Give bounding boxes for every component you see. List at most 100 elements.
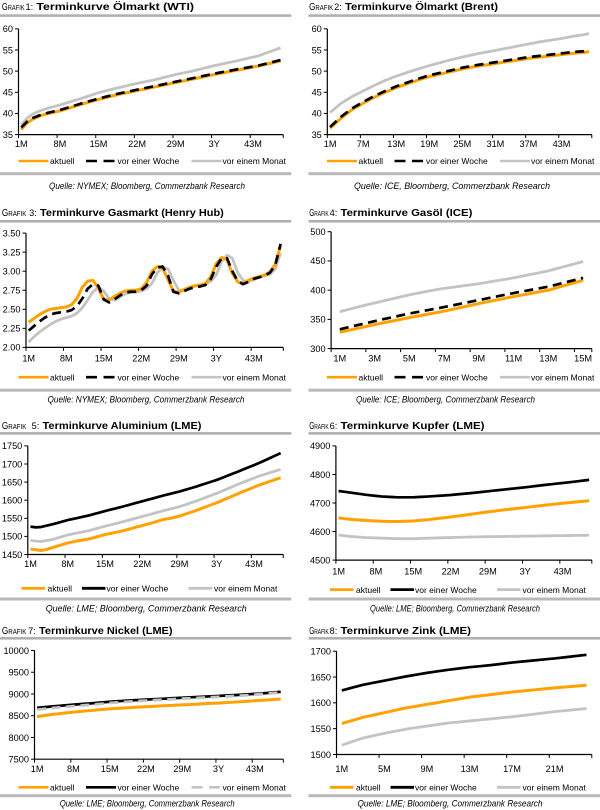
svg-text:Terminkurve Gasmarkt (Henry Hu: Terminkurve Gasmarkt (Henry Hub) (40, 208, 224, 219)
svg-text:37M: 37M (519, 139, 537, 149)
svg-text:6:: 6: (330, 421, 338, 431)
svg-text:Quelle: NYMEX; Bloomberg, Comm: Quelle: NYMEX; Bloomberg, Commerzbank Re… (49, 181, 245, 191)
svg-text:9500: 9500 (9, 668, 29, 678)
svg-text:1600: 1600 (311, 698, 331, 708)
svg-text:3.50: 3.50 (3, 228, 21, 238)
svg-text:Quelle: ICE; Bloomberg, Commer: Quelle: ICE; Bloomberg, Commerzbank Rese… (356, 395, 535, 405)
svg-text:1750: 1750 (2, 441, 22, 451)
svg-text:13M: 13M (539, 354, 557, 364)
svg-text:19M: 19M (420, 139, 438, 149)
svg-text:1M: 1M (324, 139, 337, 149)
svg-text:GRAFIK: GRAFIK (309, 626, 329, 637)
svg-text:43M: 43M (554, 566, 572, 576)
svg-text:1550: 1550 (2, 514, 22, 524)
svg-text:Quelle: NYMEX; Bloomberg, Comm: Quelle: NYMEX; Bloomberg, Commerzbank Re… (48, 395, 245, 405)
svg-text:29M: 29M (170, 354, 188, 364)
svg-text:2.25: 2.25 (3, 324, 21, 334)
svg-text:vor einem Monat: vor einem Monat (223, 783, 287, 793)
svg-text:50: 50 (3, 66, 13, 76)
svg-text:3M: 3M (368, 354, 381, 364)
svg-text:50: 50 (312, 66, 322, 76)
svg-text:3:: 3: (29, 208, 37, 218)
svg-text:43M: 43M (244, 139, 262, 149)
svg-text:4900: 4900 (310, 441, 330, 451)
svg-text:1650: 1650 (311, 672, 331, 682)
svg-text:Terminkurve Gasöl (ICE): Terminkurve Gasöl (ICE) (341, 208, 473, 219)
svg-text:1500: 1500 (311, 750, 331, 760)
svg-text:3Y: 3Y (520, 566, 531, 576)
svg-text:8M: 8M (67, 764, 80, 774)
svg-text:Quelle: LME; Bloomberg, Commer: Quelle: LME; Bloomberg, Commerzbank Rese… (60, 799, 235, 809)
svg-text:vor einer Woche: vor einer Woche (415, 783, 477, 793)
svg-text:vor einem Monat: vor einem Monat (531, 156, 595, 166)
svg-text:3Y: 3Y (213, 764, 224, 774)
svg-text:29M: 29M (171, 559, 189, 569)
svg-text:aktuell: aktuell (356, 585, 381, 595)
svg-text:55: 55 (312, 45, 322, 55)
svg-text:300: 300 (310, 344, 325, 354)
svg-text:vor einem Monat: vor einem Monat (531, 372, 595, 382)
svg-text:35: 35 (3, 130, 13, 140)
svg-text:1600: 1600 (2, 496, 22, 506)
svg-text:4800: 4800 (310, 470, 330, 480)
svg-text:60: 60 (312, 24, 322, 34)
svg-text:8M: 8M (370, 566, 383, 576)
svg-text:1M: 1M (335, 764, 348, 774)
svg-text:350: 350 (310, 315, 325, 325)
svg-text:8000: 8000 (9, 733, 29, 743)
svg-text:15M: 15M (574, 354, 592, 364)
svg-text:4600: 4600 (310, 527, 330, 537)
svg-text:9M: 9M (472, 354, 485, 364)
svg-text:7M: 7M (357, 139, 370, 149)
svg-text:2.75: 2.75 (3, 286, 21, 296)
svg-text:7:: 7: (28, 626, 36, 636)
svg-text:25M: 25M (453, 139, 471, 149)
svg-text:vor einem Monat: vor einem Monat (214, 584, 278, 594)
svg-text:GRAFIK: GRAFIK (309, 421, 329, 432)
svg-text:aktuell: aktuell (50, 372, 75, 382)
svg-text:Terminkurve Aluminium (LME): Terminkurve Aluminium (LME) (43, 421, 202, 432)
svg-text:5M: 5M (403, 354, 416, 364)
svg-text:vor einer Woche: vor einer Woche (118, 372, 180, 382)
svg-text:2:: 2: (334, 2, 342, 12)
svg-text:13M: 13M (461, 764, 479, 774)
svg-text:35: 35 (312, 130, 322, 140)
svg-text:aktuell: aktuell (359, 156, 384, 166)
svg-text:1M: 1M (24, 559, 37, 569)
svg-text:9M: 9M (421, 764, 434, 774)
svg-text:vor einer Woche: vor einer Woche (415, 585, 477, 595)
svg-text:vor einem Monat: vor einem Monat (523, 585, 587, 595)
svg-text:Quelle: ICE, Bloomberg, Commer: Quelle: ICE, Bloomberg, Commerzbank Rese… (354, 181, 550, 191)
svg-text:1650: 1650 (2, 477, 22, 487)
svg-text:vor einem Monat: vor einem Monat (523, 783, 587, 793)
svg-text:GRAFIK: GRAFIK (2, 208, 27, 219)
svg-text:29M: 29M (173, 764, 191, 774)
svg-text:4500: 4500 (310, 555, 330, 565)
svg-text:3Y: 3Y (211, 559, 222, 569)
svg-text:1500: 1500 (2, 532, 22, 542)
svg-text:8M: 8M (54, 139, 67, 149)
svg-text:1700: 1700 (311, 647, 331, 657)
svg-text:GRAFIK: GRAFIK (309, 208, 329, 219)
svg-text:500: 500 (310, 227, 325, 237)
svg-text:43M: 43M (245, 559, 263, 569)
svg-text:1550: 1550 (311, 724, 331, 734)
svg-text:17M: 17M (503, 764, 521, 774)
svg-text:4700: 4700 (310, 498, 330, 508)
svg-text:15M: 15M (96, 559, 114, 569)
svg-text:GRAFIK: GRAFIK (2, 626, 27, 637)
svg-text:31M: 31M (486, 139, 504, 149)
svg-text:1:: 1: (26, 2, 34, 12)
svg-text:GRAFIK: GRAFIK (2, 2, 25, 13)
svg-text:3.25: 3.25 (3, 247, 21, 257)
svg-text:aktuell: aktuell (50, 156, 75, 166)
svg-text:40: 40 (312, 109, 322, 119)
svg-text:15M: 15M (404, 566, 422, 576)
svg-text:vor einer Woche: vor einer Woche (426, 372, 488, 382)
svg-text:GRAFIK: GRAFIK (2, 421, 27, 432)
svg-text:3Y: 3Y (209, 139, 220, 149)
svg-text:1M: 1M (22, 354, 35, 364)
svg-text:GRAFIK: GRAFIK (309, 2, 333, 13)
svg-text:vor einer Woche: vor einer Woche (118, 783, 180, 793)
svg-text:40: 40 (3, 109, 13, 119)
